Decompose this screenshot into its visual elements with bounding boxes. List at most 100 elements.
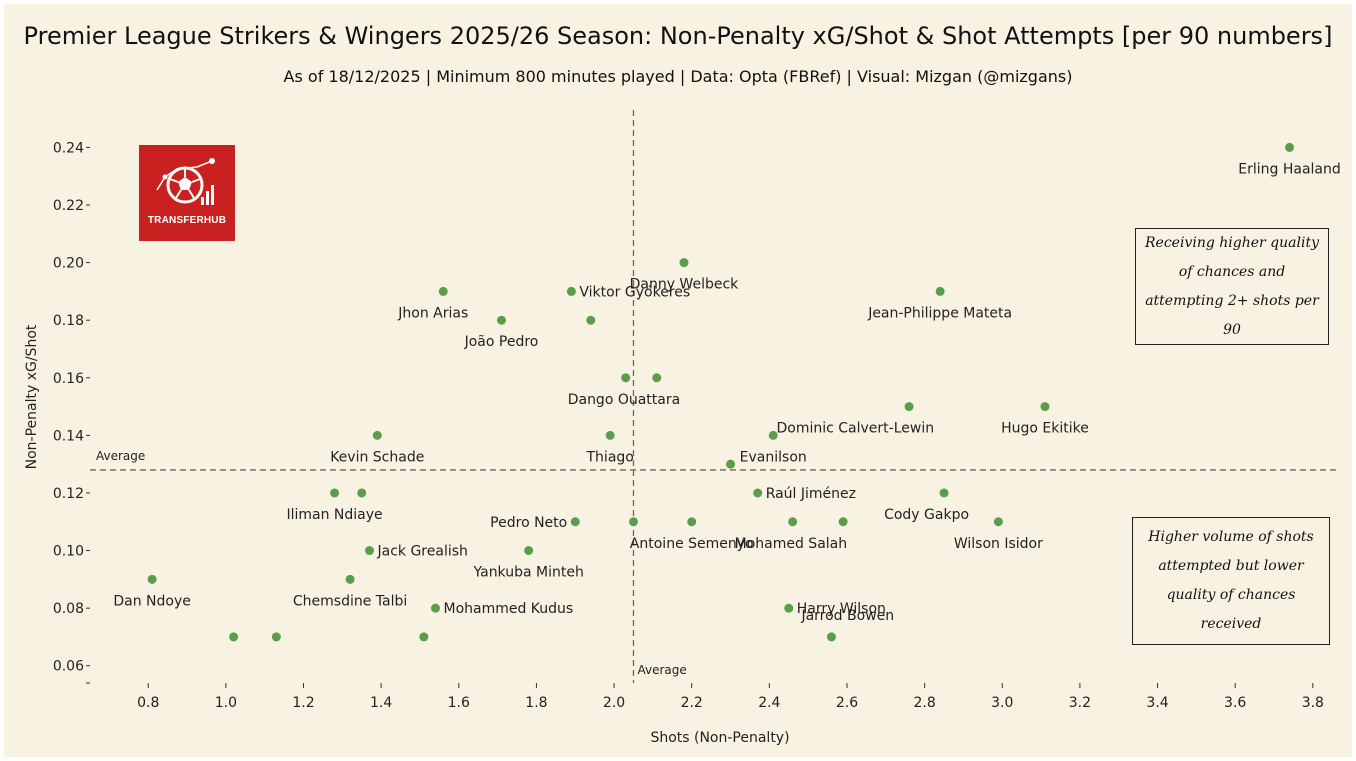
point-label: Raúl Jiménez bbox=[766, 486, 856, 502]
data-point bbox=[621, 373, 631, 383]
data-point bbox=[788, 517, 798, 527]
point-label: Jhon Arias bbox=[397, 305, 468, 321]
data-point bbox=[570, 517, 580, 527]
point-label: Mohamed Salah bbox=[735, 536, 848, 552]
data-point bbox=[438, 286, 448, 296]
chart-title: Premier League Strikers & Wingers 2025/2… bbox=[23, 22, 1333, 50]
x-tick-label: 2.2 bbox=[681, 695, 703, 711]
point-label: Danny Welbeck bbox=[630, 277, 740, 293]
data-point bbox=[365, 546, 375, 556]
y-tick-label: 0.24 bbox=[53, 140, 84, 156]
x-tick-label: 1.6 bbox=[448, 695, 470, 711]
y-axis-title: Non-Penalty xG/Shot bbox=[24, 324, 40, 469]
point-label: Harry Wilson bbox=[797, 601, 886, 617]
data-point bbox=[826, 632, 836, 642]
logo-text: TRANSFERHUB bbox=[147, 215, 227, 226]
point-label: Dominic Calvert-Lewin bbox=[776, 421, 934, 437]
y-tick-label: 0.18 bbox=[53, 313, 84, 329]
point-label: Mohammed Kudus bbox=[443, 601, 573, 617]
annotation-bottom-right: Higher volume of shots attempted but low… bbox=[1132, 517, 1330, 645]
x-tick-label: 2.8 bbox=[913, 695, 935, 711]
data-point bbox=[419, 632, 429, 642]
point-label: Thiago bbox=[586, 449, 634, 465]
x-axis-title: Shots (Non-Penalty) bbox=[650, 730, 789, 746]
point-label: Chemsdine Talbi bbox=[293, 593, 407, 609]
data-point bbox=[687, 517, 697, 527]
x-tick-label: 2.0 bbox=[603, 695, 625, 711]
data-point bbox=[904, 402, 914, 412]
chart-background bbox=[4, 4, 1352, 757]
data-point bbox=[566, 286, 576, 296]
x-tick-label: 3.6 bbox=[1224, 695, 1246, 711]
data-point bbox=[993, 517, 1003, 527]
point-label: Wilson Isidor bbox=[954, 536, 1043, 552]
data-point bbox=[1040, 402, 1050, 412]
x-tick-label: 1.0 bbox=[215, 695, 237, 711]
x-tick-label: 0.8 bbox=[137, 695, 159, 711]
point-label: Yankuba Minteh bbox=[472, 565, 583, 581]
point-label: João Pedro bbox=[464, 334, 539, 350]
data-point bbox=[652, 373, 662, 383]
data-point bbox=[357, 488, 367, 498]
data-point bbox=[935, 286, 945, 296]
average-lines: Average Average bbox=[90, 110, 1340, 683]
data-point bbox=[753, 488, 763, 498]
y-tick-label: 0.10 bbox=[53, 544, 84, 560]
soccer-ball-chart-icon bbox=[156, 158, 215, 205]
data-point bbox=[679, 258, 689, 268]
y-tick-label: 0.08 bbox=[53, 601, 84, 617]
x-tick-label: 1.4 bbox=[370, 695, 392, 711]
data-point bbox=[586, 315, 596, 325]
y-tick-label: 0.14 bbox=[53, 428, 84, 444]
data-point bbox=[229, 632, 239, 642]
x-tick-label: 1.8 bbox=[525, 695, 547, 711]
point-label: Viktor Gyökeres bbox=[579, 284, 690, 300]
point-label: Pedro Neto bbox=[490, 515, 567, 531]
annotation-top-right: Receiving higher quality of chances and … bbox=[1135, 228, 1329, 345]
axes: 0.8 1.0 1.2 1.4 1.6 1.8 2.0 2.2 2.4 2.6 2.8 3.0 3.2 3… bbox=[53, 140, 1324, 711]
y-tick-label: 0.06 bbox=[53, 659, 84, 675]
data-point bbox=[726, 459, 736, 469]
y-tick-label: 0.22 bbox=[53, 198, 84, 214]
x-tick-label: 2.4 bbox=[758, 695, 780, 711]
average-y-label: Average bbox=[96, 449, 145, 463]
data-point bbox=[496, 315, 506, 325]
point-label: Kevin Schade bbox=[330, 449, 424, 465]
data-point bbox=[330, 488, 340, 498]
y-tick-label: 0.12 bbox=[53, 486, 84, 502]
data-point bbox=[768, 430, 778, 440]
point-label: Jean-Philippe Mateta bbox=[867, 305, 1012, 321]
data-point bbox=[939, 488, 949, 498]
point-labels: Erling Haaland Danny Welbeck Jhon Arias Vik… bbox=[113, 161, 1340, 623]
x-tick-label: 3.8 bbox=[1302, 695, 1324, 711]
y-tick-label: 0.16 bbox=[53, 371, 84, 387]
point-label: Iliman Ndiaye bbox=[286, 507, 382, 523]
data-point bbox=[372, 430, 382, 440]
data-point bbox=[271, 632, 281, 642]
data-point bbox=[605, 430, 615, 440]
x-tick-label: 3.4 bbox=[1146, 695, 1168, 711]
data-point bbox=[345, 574, 355, 584]
point-label: Erling Haaland bbox=[1238, 161, 1341, 177]
average-x-label: Average bbox=[637, 663, 686, 677]
transferhub-logo: TRANSFERHUB bbox=[139, 145, 235, 241]
x-tick-label: 3.2 bbox=[1069, 695, 1091, 711]
point-label: Dango Ouattara bbox=[568, 392, 681, 408]
x-tick-label: 3.0 bbox=[991, 695, 1013, 711]
data-points bbox=[147, 142, 1295, 642]
data-point bbox=[147, 574, 157, 584]
point-label: Jack Grealish bbox=[377, 544, 468, 560]
point-label: Antoine Semenyo bbox=[630, 536, 754, 552]
point-label: Cody Gakpo bbox=[884, 507, 969, 523]
data-point bbox=[524, 546, 534, 556]
data-point bbox=[784, 603, 794, 613]
point-label: Evanilson bbox=[740, 449, 807, 465]
data-point bbox=[838, 517, 848, 527]
y-tick-label: 0.20 bbox=[53, 256, 84, 272]
point-label: Hugo Ekitike bbox=[1001, 421, 1089, 437]
data-point bbox=[430, 603, 440, 613]
x-tick-label: 2.6 bbox=[836, 695, 858, 711]
data-point bbox=[1285, 142, 1295, 152]
point-label: Jarrod Bowen bbox=[800, 608, 894, 624]
x-tick-label: 1.2 bbox=[292, 695, 314, 711]
